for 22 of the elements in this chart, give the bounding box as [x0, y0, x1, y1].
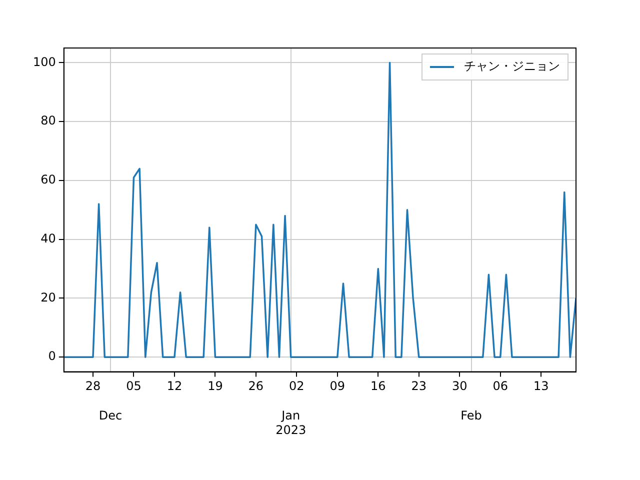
x-tick-label: 05 [126, 379, 142, 394]
y-tick-label: 100 [33, 54, 56, 69]
x-tick-label: 26 [248, 379, 264, 394]
y-tick-label: 60 [40, 172, 56, 187]
y-tick-label: 40 [40, 231, 56, 246]
x-tick-label: 13 [533, 379, 549, 394]
x-tick-label: 09 [330, 379, 346, 394]
y-tick-label: 0 [48, 349, 56, 364]
x-tick-label: 06 [492, 379, 508, 394]
x2-tick-label: Dec [98, 408, 122, 423]
x-tick-label: 30 [452, 379, 468, 394]
x2-tick-label: Feb [460, 408, 482, 423]
x-tick-label: 16 [370, 379, 386, 394]
x-tick-label: 02 [289, 379, 304, 394]
x-tick-label: 23 [411, 379, 427, 394]
x2-tick-label: Jan 2023 [276, 408, 306, 437]
legend-label: チャン・ジニョン [464, 59, 560, 74]
x-tick-label: 19 [208, 379, 223, 394]
y-tick-label: 80 [40, 114, 56, 128]
x-tick-label: 28 [85, 379, 101, 394]
x-tick-label: 12 [166, 379, 182, 394]
y-tick-label: 20 [40, 290, 56, 304]
